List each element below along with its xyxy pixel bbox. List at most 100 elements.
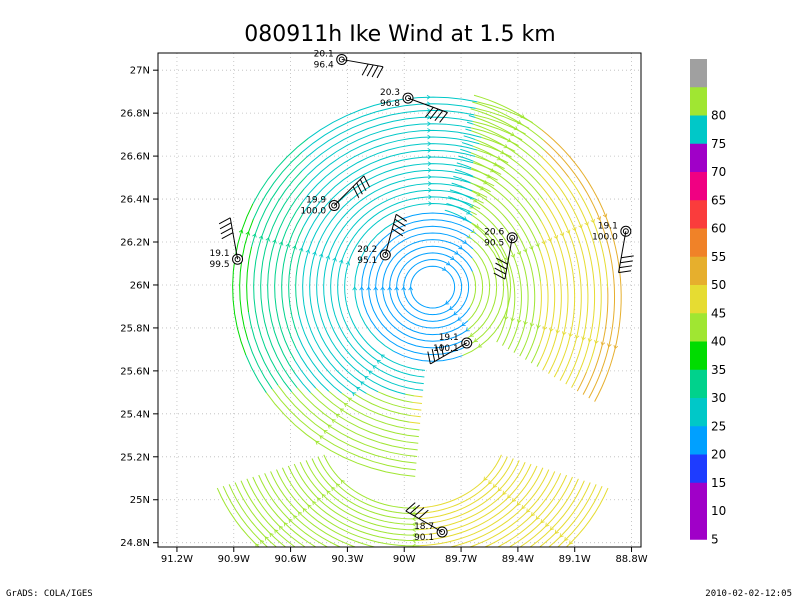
lat-tick-label: 26N	[130, 280, 150, 291]
streamline	[419, 465, 538, 541]
sonde-label-top: 19.1	[598, 221, 618, 231]
flow-arrow	[516, 501, 521, 506]
streamline	[456, 162, 472, 169]
streamline	[417, 456, 508, 514]
flow-arrow	[521, 504, 526, 510]
flow-arrow	[238, 229, 244, 234]
lon-tick-label: 90.6W	[275, 554, 307, 565]
wind-barb-flag	[376, 66, 384, 79]
streamline	[544, 150, 570, 178]
colorbar-label: 70	[711, 165, 726, 179]
streamline	[471, 214, 516, 346]
dropsonde: 20.396.8	[380, 88, 448, 123]
streamline	[538, 281, 542, 320]
streamline	[467, 121, 474, 125]
streamline	[323, 454, 418, 509]
wind-barb-flag	[352, 186, 360, 199]
flow-arrow	[427, 167, 432, 173]
sonde-label-bottom: 90.5	[484, 239, 504, 249]
streamline	[294, 360, 317, 389]
dropsonde: 20.295.1	[357, 213, 407, 266]
streamline	[295, 347, 330, 392]
wind-barb-staff	[229, 217, 239, 260]
sonde-label-top: 20.6	[484, 228, 504, 238]
streamline	[471, 222, 509, 343]
lat-tick-label: 26.6N	[120, 152, 150, 163]
flow-arrow	[411, 516, 416, 522]
streamline	[251, 156, 308, 247]
flow-arrow	[285, 243, 291, 248]
flow-arrow	[345, 261, 351, 266]
colorbar-swatch	[690, 59, 707, 88]
streamline	[444, 209, 472, 224]
flow-arrow	[428, 194, 433, 200]
wind-barb-flag	[418, 509, 429, 519]
streamline	[265, 392, 416, 477]
streamline	[529, 480, 585, 547]
streamline	[246, 246, 253, 313]
streamline	[403, 259, 463, 316]
wind-barb-flag	[440, 343, 444, 357]
sonde-label-top: 20.1	[314, 49, 334, 59]
streamline	[306, 123, 472, 176]
streamline	[453, 175, 471, 184]
flow-arrow	[500, 150, 505, 155]
flow-arrow	[564, 536, 569, 542]
streamline	[303, 129, 482, 190]
flow-arrow	[376, 359, 381, 364]
streamline	[291, 391, 418, 458]
flow-arrow	[427, 134, 432, 140]
colorbar-label: 15	[711, 476, 726, 490]
flow-arrow	[326, 490, 331, 495]
lat-tick-label: 25N	[130, 495, 150, 506]
colorbar-swatch	[690, 369, 707, 399]
lat-tick-label: 26.2N	[120, 238, 150, 249]
streamline	[468, 115, 476, 118]
flow-arrow	[531, 512, 536, 517]
flow-arrow	[427, 174, 432, 180]
flow-arrow	[466, 210, 471, 215]
colorbar-label: 20	[711, 448, 726, 462]
streamline	[483, 473, 562, 547]
flow-arrow	[428, 187, 433, 193]
flow-arrow	[555, 329, 561, 334]
flow-arrow	[258, 235, 264, 240]
lon-tick-label: 91.2W	[161, 554, 193, 565]
flow-arrow	[469, 204, 474, 209]
flow-arrow	[426, 94, 431, 100]
colorbar-label: 55	[711, 250, 726, 264]
flow-arrow	[317, 497, 322, 502]
wind-barb-flag	[405, 502, 416, 512]
streamline	[377, 391, 413, 403]
streamline	[543, 139, 616, 399]
lon-tick-label: 88.8W	[615, 554, 647, 565]
streamline	[548, 484, 597, 547]
streamline	[472, 190, 488, 198]
colorbar-label: 25	[711, 419, 726, 433]
flow-arrow	[413, 593, 416, 597]
flow-arrow	[269, 532, 274, 538]
flow-arrow	[292, 245, 297, 250]
streamline	[344, 203, 472, 371]
flow-arrow	[427, 141, 432, 147]
flow-arrow	[260, 539, 265, 545]
dropsonde: 19.199.5	[210, 217, 244, 270]
flow-arrow	[510, 253, 516, 258]
streamline	[298, 314, 355, 395]
streamline	[288, 226, 304, 337]
streamline	[568, 177, 609, 288]
streamline	[354, 218, 404, 352]
streamline	[418, 458, 514, 520]
flow-arrow	[503, 315, 509, 320]
streamline	[557, 486, 603, 547]
streamline	[540, 207, 569, 374]
streamline	[260, 175, 308, 389]
lon-tick-label: 90W	[393, 554, 416, 565]
flow-arrow	[359, 286, 364, 291]
colorbar-swatch	[690, 454, 707, 484]
streamline	[299, 461, 419, 531]
wind-barb-flag	[431, 348, 436, 362]
